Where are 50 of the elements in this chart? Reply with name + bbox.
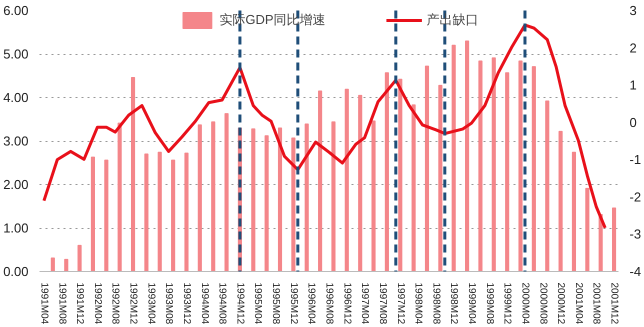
x-tick-label: 1998M04 <box>412 282 424 325</box>
x-tick-label: 2001M04 <box>572 282 584 325</box>
x-tick-label: 2001M08 <box>590 282 602 325</box>
y2-tick-label: -4 <box>630 264 642 279</box>
x-tick-label: 1993M04 <box>145 282 156 325</box>
x-tick-label: 2001M12 <box>608 282 620 325</box>
y2-tick-label: -2 <box>630 189 642 204</box>
y-tick-label: 3.00 <box>3 134 29 148</box>
x-tick-label: 1996M04 <box>306 282 317 325</box>
x-tick-label: 1992M08 <box>110 282 121 325</box>
x-tick-label: 1998M08 <box>430 282 442 325</box>
x-tick-label: 1994M04 <box>198 282 210 325</box>
y-tick-label: 6.00 <box>3 3 29 18</box>
y2-tick-label: 2 <box>630 40 637 56</box>
x-tick-label: 1995M08 <box>270 282 282 325</box>
x-tick-label: 1998M12 <box>448 282 460 325</box>
y-tick-label: 4.00 <box>3 90 29 105</box>
y-tick-label: 5.00 <box>3 46 29 62</box>
x-tick-label: 1994M08 <box>216 282 228 325</box>
x-tick-label: 1999M12 <box>502 282 513 325</box>
x-tick-label: 1992M12 <box>128 282 139 325</box>
x-tick-label: 1991M08 <box>56 282 68 325</box>
y-tick-label: 0.00 <box>3 264 29 279</box>
y-tick-label: 1.00 <box>3 220 29 236</box>
x-tick-label: 1994M12 <box>234 282 246 325</box>
x-tick-label: 2000M08 <box>537 282 548 325</box>
y2-tick-label: 1 <box>630 78 637 93</box>
x-tick-label: 1999M04 <box>466 282 478 325</box>
x-tick-label: 1991M12 <box>74 282 86 325</box>
x-tick-label: 1996M12 <box>341 282 352 325</box>
x-tick-label: 1996M08 <box>324 282 334 325</box>
x-tick-label: 2000M12 <box>555 282 566 325</box>
x-tick-label: 1997M08 <box>376 282 388 325</box>
x-tick-label: 2000M04 <box>519 282 530 325</box>
x-tick-label: 1999M08 <box>484 282 495 325</box>
y2-tick-label: -1 <box>630 152 642 168</box>
x-tick-label: 1997M04 <box>359 282 370 325</box>
y-tick-label: 2.00 <box>3 177 29 192</box>
y2-tick-label: -3 <box>630 226 642 242</box>
x-tick-label: 1993M12 <box>180 282 192 325</box>
x-tick-label: 1991M04 <box>38 282 50 325</box>
x-tick-label: 1995M12 <box>288 282 299 325</box>
y2-tick-label: 0 <box>630 114 637 130</box>
x-tick-label: 1995M04 <box>252 282 264 325</box>
y2-tick-label: 3 <box>630 3 637 18</box>
x-tick-label: 1992M04 <box>92 282 103 325</box>
x-tick-label: 1993M08 <box>163 282 174 325</box>
x-tick-label: 1997M12 <box>394 282 406 325</box>
legend-label: 产出缺口 <box>426 11 479 29</box>
legend-label: 实际GDP同比增速 <box>219 11 326 29</box>
